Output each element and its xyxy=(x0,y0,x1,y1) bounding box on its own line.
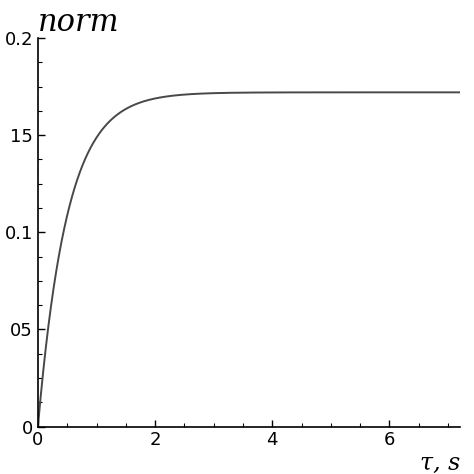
Text: norm: norm xyxy=(38,7,119,38)
X-axis label: τ, s: τ, s xyxy=(419,452,460,474)
